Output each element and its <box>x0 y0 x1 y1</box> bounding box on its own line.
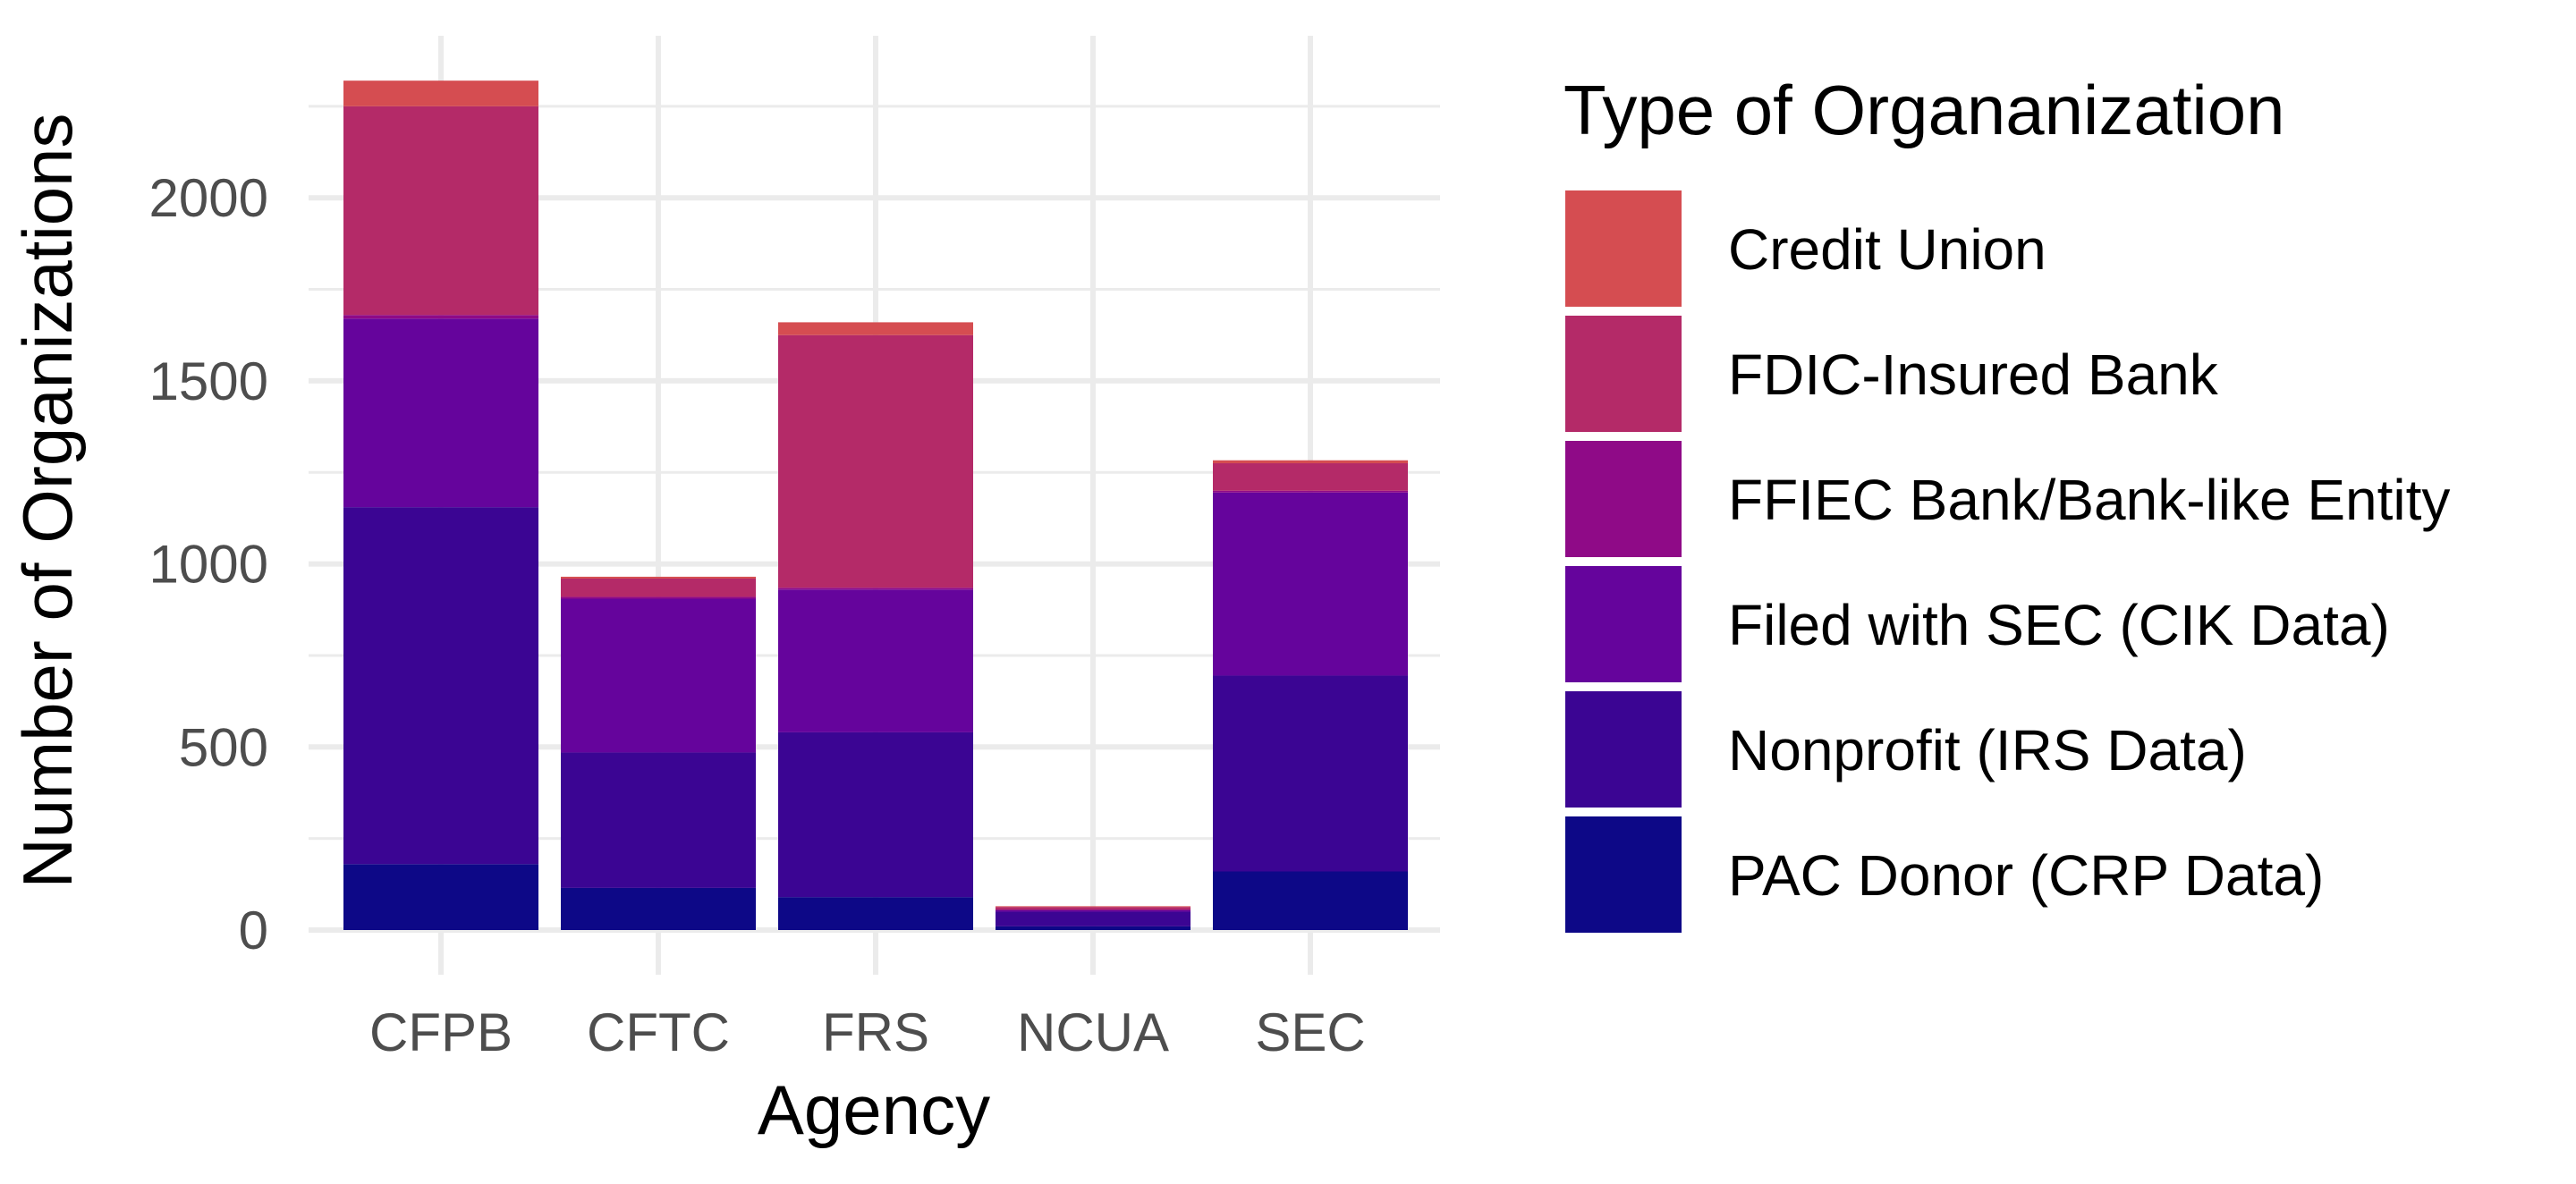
bar-segment <box>561 598 756 753</box>
bar-segment <box>1213 463 1408 491</box>
bar-segment <box>561 576 756 579</box>
legend-swatch <box>1565 441 1682 557</box>
bar-segment <box>561 578 756 597</box>
bar-segment <box>343 507 538 865</box>
bar-segment <box>996 907 1191 910</box>
legend-label: PAC Donor (CRP Data) <box>1728 843 2324 908</box>
x-axis-ticks: CFPB CFTC FRS NCUA SEC <box>369 1002 1366 1062</box>
bar-segment <box>996 911 1191 926</box>
bar-segment <box>343 315 538 319</box>
bar-segment <box>343 106 538 316</box>
legend-title: Type of Organanization <box>1563 71 2285 149</box>
bar-segment <box>778 334 973 588</box>
bar-segment <box>996 906 1191 908</box>
legend-swatch <box>1565 816 1682 933</box>
legend-label: Filed with SEC (CIK Data) <box>1728 593 2390 657</box>
bar-segment <box>561 887 756 930</box>
bar-segment <box>343 318 538 508</box>
bar-segment <box>778 897 973 930</box>
y-tick-label: 2000 <box>149 168 268 228</box>
y-tick-label: 1000 <box>149 535 268 595</box>
y-tick-label: 0 <box>239 901 268 960</box>
y-axis-title: Number of Organizations <box>8 113 87 888</box>
x-tick-label: FRS <box>822 1002 929 1062</box>
bar-segment <box>1213 871 1408 930</box>
bar-segment <box>561 752 756 888</box>
legend-swatch <box>1565 190 1682 307</box>
x-tick-label: SEC <box>1255 1002 1365 1062</box>
bar-segment <box>1213 492 1408 676</box>
x-axis-title: Agency <box>758 1070 990 1149</box>
legend: Type of Organanization Credit Union FDIC-… <box>1563 71 2450 933</box>
bar-segment <box>996 909 1191 912</box>
bar-segment <box>343 864 538 930</box>
bar-segment <box>778 589 973 732</box>
bar-segment <box>561 596 756 599</box>
bars <box>343 80 1408 930</box>
x-tick-label: CFTC <box>587 1002 730 1062</box>
bar-segment <box>778 732 973 898</box>
y-axis-ticks: 0 500 1000 1500 2000 <box>149 168 268 960</box>
bar-segment <box>1213 490 1408 493</box>
x-tick-label: NCUA <box>1017 1002 1169 1062</box>
y-tick-label: 500 <box>179 717 268 777</box>
legend-label: FDIC-Insured Bank <box>1728 343 2219 407</box>
y-tick-label: 1500 <box>149 351 268 411</box>
bar-segment <box>1213 675 1408 872</box>
x-tick-label: CFPB <box>369 1002 513 1062</box>
bar-segment <box>1213 460 1408 464</box>
bar-segment <box>343 80 538 106</box>
bar-segment <box>996 926 1191 930</box>
legend-label: Credit Union <box>1728 217 2046 282</box>
legend-label: FFIEC Bank/Bank-like Entity <box>1728 468 2450 532</box>
legend-label: Nonprofit (IRS Data) <box>1728 718 2247 782</box>
bar-segment <box>778 322 973 335</box>
legend-swatch <box>1565 691 1682 808</box>
bar-segment <box>778 588 973 590</box>
legend-swatch <box>1565 566 1682 682</box>
legend-swatch <box>1565 316 1682 432</box>
